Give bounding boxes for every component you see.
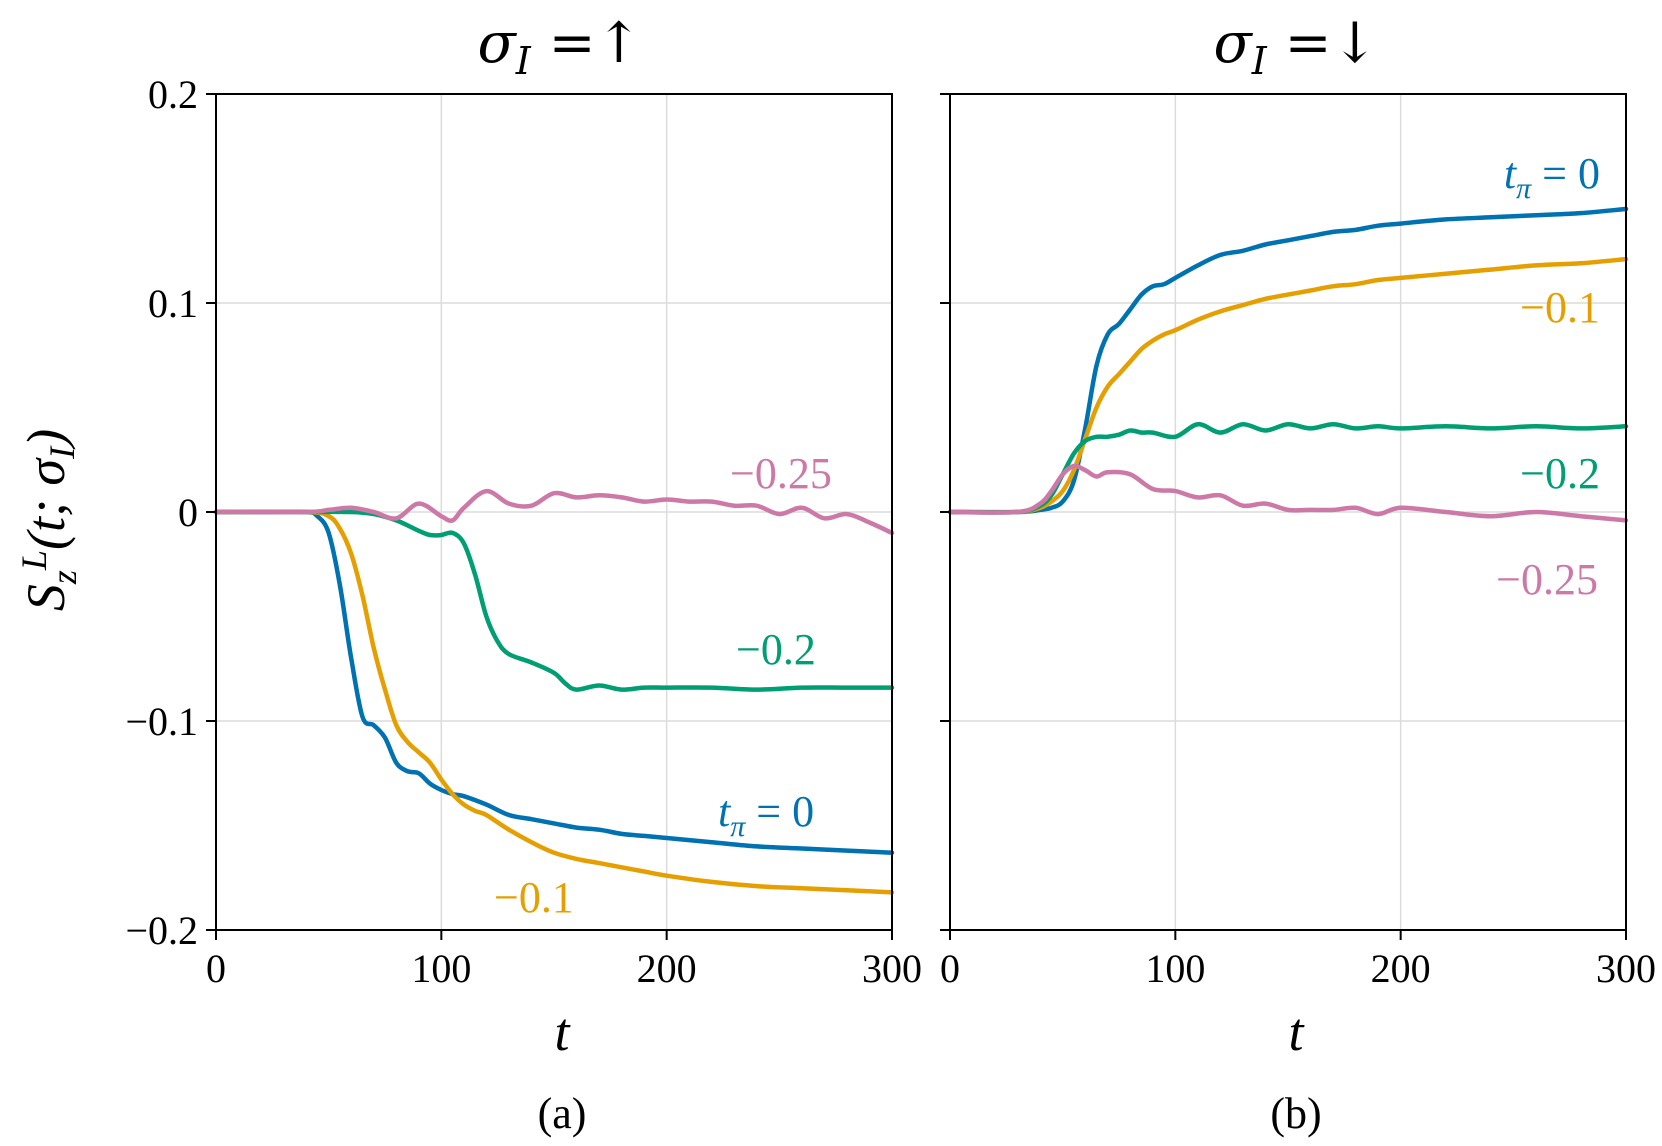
series-annotation-2: −0.2 bbox=[1520, 449, 1600, 498]
series-line-1 bbox=[213, 509, 895, 895]
x-tick-label: 200 bbox=[637, 946, 697, 991]
panel-a-annotations: tπ = 0 −0.1 −0.2 −0.25 bbox=[494, 449, 832, 922]
panel-a-ylabel: SzL(t; σI) bbox=[14, 429, 84, 611]
panel-b-ticks: 0 100 200 300 bbox=[940, 93, 1656, 991]
x-tick-label: 0 bbox=[206, 946, 226, 991]
series-line-1 bbox=[947, 256, 1629, 515]
panel-a-ticks: 0 100 200 300 0.2 0.1 0 −0.1 −0.2 bbox=[125, 72, 922, 991]
x-tick-label: 200 bbox=[1371, 946, 1431, 991]
x-tick-label: 300 bbox=[1596, 946, 1656, 991]
x-tick-label: 100 bbox=[1145, 946, 1205, 991]
panel-b-annotations: tπ = 0 −0.1 −0.2 −0.25 bbox=[1496, 149, 1600, 604]
y-tick-label: 0.1 bbox=[148, 281, 198, 326]
series-annotation-1: −0.1 bbox=[1520, 283, 1600, 332]
panel-a-xlabel: t bbox=[554, 1002, 571, 1062]
series-line-2 bbox=[947, 421, 1629, 515]
series-line-3 bbox=[213, 488, 895, 536]
x-tick-label: 100 bbox=[411, 946, 471, 991]
y-tick-label: −0.2 bbox=[125, 908, 198, 953]
series-annotation-3: −0.25 bbox=[1496, 555, 1598, 604]
series-annotation-0: tπ = 0 bbox=[1504, 149, 1600, 205]
panel-b-title: σI =↓ bbox=[1214, 11, 1379, 83]
panel-b-xlabel: t bbox=[1288, 1002, 1305, 1062]
x-tick-label: 300 bbox=[862, 946, 922, 991]
series-annotation-0: tπ = 0 bbox=[718, 787, 814, 843]
series-line-0 bbox=[947, 206, 1629, 515]
x-tick-label: 0 bbox=[940, 946, 960, 991]
panel-b-caption: (b) bbox=[1270, 1089, 1321, 1138]
y-tick-label: 0.2 bbox=[148, 72, 198, 117]
y-tick-label: 0 bbox=[178, 490, 198, 535]
panel-b: σI =↓ 0 100 200 300 tπ = 0 −0.1 −0.2 −0.25 t (… bbox=[940, 11, 1656, 1138]
panel-a-series bbox=[213, 488, 895, 895]
panel-a: σI =↑ 0 100 200 300 0.2 0.1 0 −0.1 −0.2 tπ = 0 −0… bbox=[14, 11, 922, 1138]
series-line-2 bbox=[213, 509, 895, 692]
panel-b-series bbox=[947, 206, 1629, 523]
panel-b-grid bbox=[950, 94, 1626, 930]
series-annotation-2: −0.2 bbox=[736, 625, 816, 674]
panel-a-title: σI =↑ bbox=[478, 11, 643, 83]
series-annotation-3: −0.25 bbox=[730, 449, 832, 498]
panel-a-caption: (a) bbox=[538, 1089, 587, 1138]
series-line-3 bbox=[947, 463, 1629, 523]
series-annotation-1: −0.1 bbox=[494, 873, 574, 922]
y-tick-label: −0.1 bbox=[125, 699, 198, 744]
